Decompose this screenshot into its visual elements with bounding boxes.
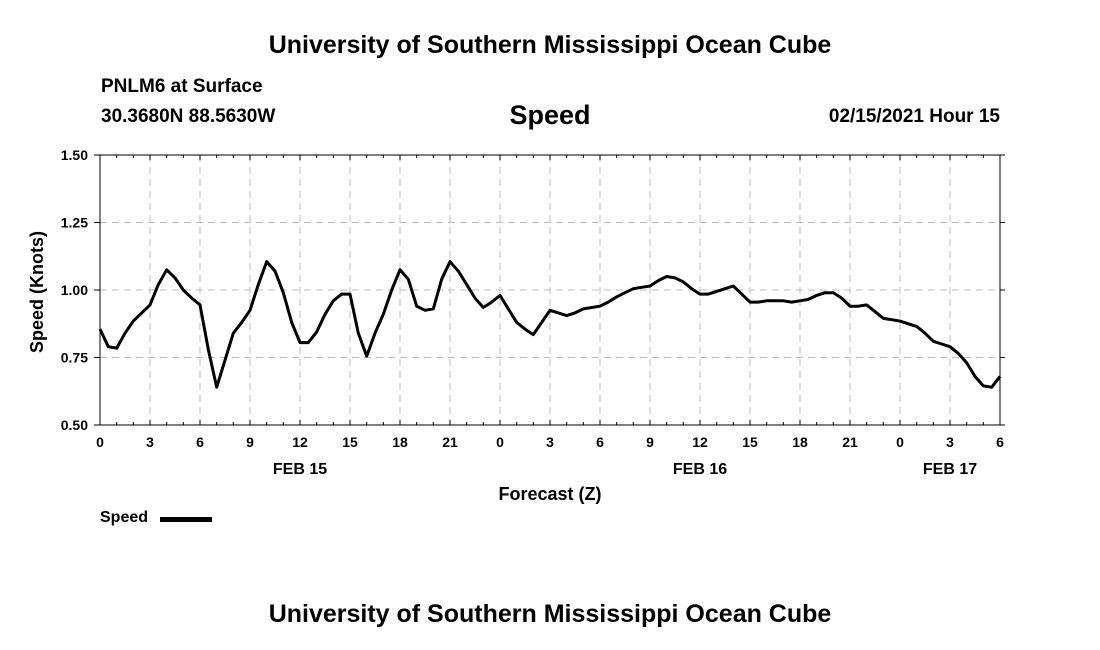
y-tick-label: 0.50 — [61, 417, 88, 433]
y-tick-label: 1.50 — [61, 147, 88, 163]
x-tick-label: 9 — [246, 434, 254, 450]
legend-swatch — [160, 517, 212, 522]
x-tick-label: 9 — [646, 434, 654, 450]
y-tick-label: 1.00 — [61, 282, 88, 298]
y-axis-title: Speed (Knots) — [27, 231, 47, 353]
x-tick-label: 18 — [792, 434, 808, 450]
y-tick-label: 0.75 — [61, 350, 88, 366]
x-tick-label: 3 — [946, 434, 954, 450]
x-tick-label: 15 — [742, 434, 758, 450]
timestamp-label: 02/15/2021 Hour 15 — [828, 106, 1000, 127]
chart-header-title: University of Southern Mississippi Ocean… — [268, 31, 832, 59]
x-tick-label: 18 — [392, 434, 408, 450]
x-axis-title: Forecast (Z) — [498, 484, 601, 504]
y-tick-label: 1.25 — [61, 215, 88, 231]
series-line-speed — [98, 260, 1002, 389]
x-tick-label: 15 — [342, 434, 358, 450]
date-label: FEB 17 — [923, 461, 977, 478]
x-tick-label: 6 — [196, 434, 204, 450]
chart-title: Speed — [509, 100, 591, 130]
x-tick-label: 3 — [146, 434, 154, 450]
coordinates-label: 30.3680N 88.5630W — [101, 106, 276, 127]
x-tick-label: 6 — [596, 434, 604, 450]
x-tick-label: 6 — [996, 434, 1004, 450]
legend-label: Speed — [100, 509, 149, 526]
x-tick-label: 3 — [546, 434, 554, 450]
date-label: FEB 16 — [673, 461, 727, 478]
x-tick-label: 12 — [692, 434, 708, 450]
x-tick-label: 0 — [896, 434, 904, 450]
station-label: PNLM6 at Surface — [101, 76, 263, 97]
chart-footer-title: University of Southern Mississippi Ocean… — [268, 600, 832, 628]
x-tick-label: 0 — [96, 434, 104, 450]
x-tick-label: 0 — [496, 434, 504, 450]
x-tick-label: 21 — [442, 434, 458, 450]
x-tick-label: 12 — [292, 434, 308, 450]
date-label: FEB 15 — [273, 461, 327, 478]
x-tick-label: 21 — [842, 434, 858, 450]
